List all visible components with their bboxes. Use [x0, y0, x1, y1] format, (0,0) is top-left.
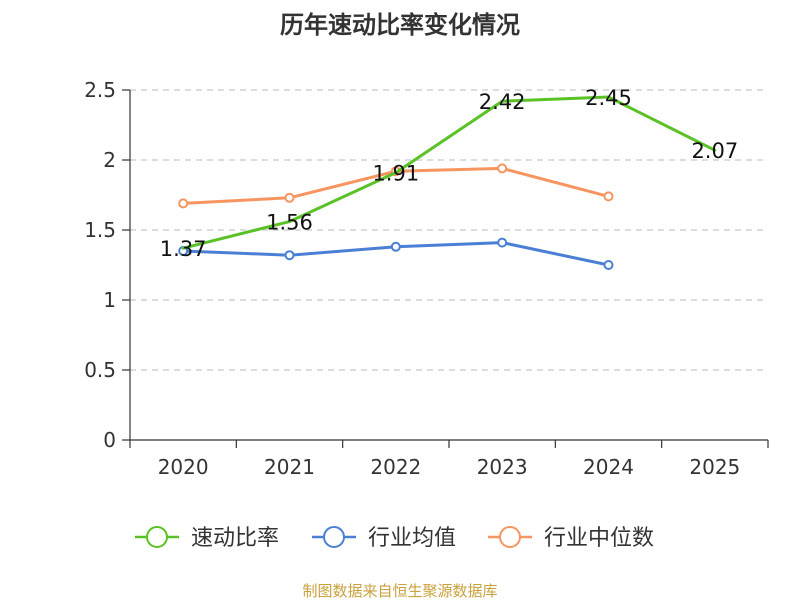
legend-label: 行业均值 — [368, 526, 456, 551]
x-tick-label: 2023 — [477, 455, 528, 479]
x-tick-label: 2024 — [583, 455, 634, 479]
data-label: 1.37 — [160, 237, 207, 261]
data-point — [284, 250, 295, 261]
data-labels: 1.37 1.56 1.91 2.42 2.45 2.07 — [160, 86, 738, 261]
data-label: 1.91 — [372, 162, 419, 186]
legend-label: 速动比率 — [191, 526, 279, 551]
data-label: 2.07 — [691, 139, 738, 163]
x-tick-label: 2021 — [264, 455, 315, 479]
data-point — [284, 192, 295, 203]
y-tick-label: 1.5 — [84, 218, 116, 242]
legend-item-2: 行业中位数 — [488, 526, 654, 551]
legend-item-1: 行业均值 — [312, 526, 456, 551]
legend-label: 行业中位数 — [544, 526, 654, 551]
data-point — [390, 241, 401, 252]
series-line-0 — [181, 95, 717, 250]
y-tick-label: 0 — [103, 428, 116, 452]
legend-marker — [323, 526, 345, 548]
y-tick-label: 2.5 — [84, 78, 116, 102]
x-tick-label: 2020 — [158, 455, 209, 479]
data-point — [497, 237, 508, 248]
data-label: 1.56 — [266, 211, 313, 235]
x-tick-label: 2022 — [370, 455, 421, 479]
series-lines — [178, 95, 717, 270]
data-label: 2.42 — [479, 90, 526, 114]
legend: 速动比率 行业均值 行业中位数 — [135, 526, 654, 551]
axes: 0 0.5 1 1.5 2 2.5 2020 2021 2022 2023 2024 2025 — [84, 78, 769, 479]
legend-item-0: 速动比率 — [135, 526, 279, 551]
data-point — [603, 191, 614, 202]
chart-title: 历年速动比率变化情况 — [280, 11, 520, 39]
x-tick-label: 2025 — [689, 455, 740, 479]
data-source-text: 制图数据来自恒生聚源数据库 — [302, 582, 497, 600]
data-label: 2.45 — [585, 86, 632, 110]
y-tick-label: 1 — [103, 288, 116, 312]
data-point — [178, 198, 189, 209]
data-point — [497, 163, 508, 174]
grid-lines — [130, 89, 768, 371]
data-point — [603, 260, 614, 270]
y-tick-label: 0.5 — [84, 358, 116, 382]
legend-marker — [146, 526, 168, 548]
y-tick-label: 2 — [103, 148, 116, 172]
legend-marker — [499, 526, 521, 548]
